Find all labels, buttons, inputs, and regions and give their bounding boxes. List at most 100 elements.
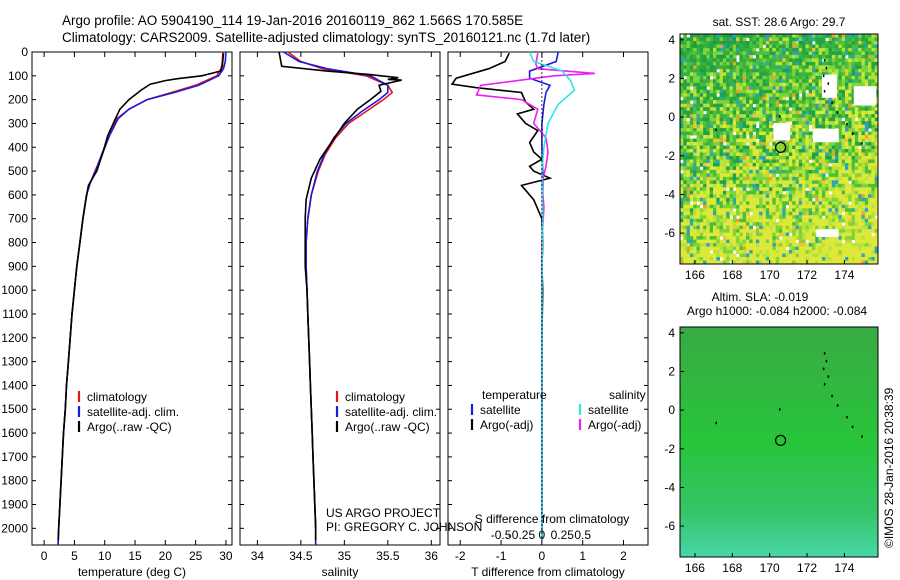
sst-cell (686, 173, 691, 178)
sst-cell (802, 187, 806, 192)
sst-cell (719, 96, 724, 101)
sst-cell (874, 260, 879, 265)
sst-cell (742, 232, 747, 237)
island-mark (831, 101, 833, 105)
sst-cell (848, 34, 852, 38)
sst-cell (818, 121, 823, 125)
sst-cell (779, 58, 783, 63)
sst-cell (752, 232, 757, 237)
sst-cell (719, 110, 724, 115)
sst-cell (818, 257, 823, 261)
sst-cell (838, 173, 843, 178)
sst-cell (719, 89, 724, 94)
sst-cell (739, 61, 744, 66)
sst-cell (680, 51, 684, 56)
sst-cell (831, 142, 836, 146)
sst-cell (808, 142, 813, 146)
sst-cell (722, 257, 727, 261)
sst-cell (755, 190, 760, 195)
sst-cell (775, 107, 780, 112)
sst-cell (805, 114, 810, 119)
sst-cell (752, 124, 757, 129)
sst-cell (825, 194, 829, 199)
sst-cell (680, 82, 684, 87)
sst-cell (825, 145, 829, 150)
sst-cell (696, 93, 701, 98)
sst-cell (812, 260, 816, 265)
sst-cell (808, 75, 813, 80)
sst-cell (848, 121, 852, 125)
sst-cell (818, 173, 823, 178)
sst-cell (683, 183, 687, 188)
sst-cell (835, 169, 839, 174)
sst-cell (736, 34, 740, 38)
sst-cell (716, 229, 720, 234)
sst-cell (699, 232, 704, 237)
sst-cell (713, 145, 717, 150)
sst-cell (779, 173, 783, 178)
sst-cell (864, 257, 869, 261)
sst-cell (719, 44, 724, 49)
sst-cell (858, 114, 862, 119)
sst-cell (706, 82, 711, 87)
sst-cell (858, 173, 862, 178)
sst-cell (680, 124, 684, 129)
sst-cell (719, 180, 724, 185)
sst-cell (703, 218, 707, 223)
sst-cell (772, 89, 777, 94)
sst-cell (699, 89, 704, 94)
sst-cell (818, 211, 823, 216)
sst-cell (854, 218, 859, 223)
sst-cell (713, 250, 717, 254)
sst-cell (769, 40, 773, 45)
sst-cell (729, 243, 734, 247)
sst-cell (808, 37, 813, 42)
sst-cell (808, 246, 813, 251)
sst-cell (755, 65, 760, 70)
sst-cell (689, 82, 694, 87)
sst-cell (818, 253, 823, 258)
sst-cell (841, 79, 846, 84)
sst-cell (845, 173, 849, 178)
sst-cell (831, 176, 836, 181)
sst-cell (736, 236, 740, 240)
sst-cell (779, 260, 783, 265)
sst-cell (815, 121, 819, 125)
sst-cell (772, 86, 777, 91)
sst-cell (699, 79, 704, 84)
sst-cell (818, 54, 823, 59)
sst-cell (772, 218, 777, 223)
sst-cell (769, 239, 773, 244)
sst-cell (765, 44, 770, 49)
sst-cell (841, 93, 846, 98)
sst-cell (765, 114, 770, 119)
sst-cell (818, 246, 823, 251)
sst-cell (854, 257, 859, 261)
sst-cell (686, 250, 691, 254)
sst-cell (864, 211, 869, 216)
sst-cell (818, 34, 823, 38)
sst-cell (828, 225, 833, 230)
sst-cell (736, 162, 740, 167)
sst-cell (812, 180, 816, 185)
sst-cell (749, 187, 753, 192)
sst-cell (788, 187, 793, 192)
sst-cell (732, 103, 737, 108)
salinity-legend-label: satellite-adj. clim. (345, 405, 437, 419)
sst-cell (805, 246, 810, 251)
sst-cell (696, 138, 701, 143)
sst-cell (874, 201, 879, 206)
sst-cell (762, 211, 767, 216)
sst-cell (795, 229, 800, 234)
sst-cell (775, 51, 780, 56)
sst-cell (808, 89, 813, 94)
sst-cell (755, 155, 760, 160)
sst-cell (848, 135, 852, 139)
sst-cell (775, 176, 780, 181)
sst-cell (699, 152, 704, 157)
sst-cell (845, 51, 849, 56)
sst-cell (818, 89, 823, 94)
sst-cell (798, 75, 803, 80)
sst-cell (742, 75, 747, 80)
sst-cell (815, 197, 819, 202)
